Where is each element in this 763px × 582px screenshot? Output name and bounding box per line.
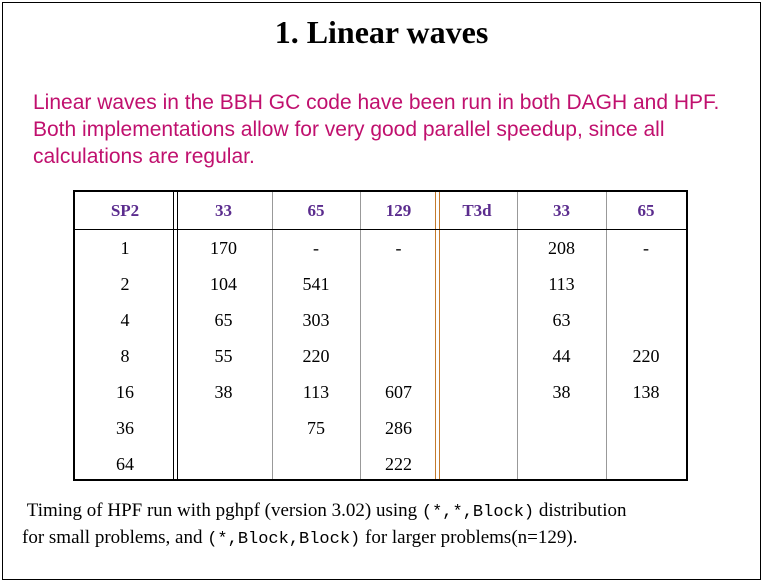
table-cell: 222 — [385, 454, 412, 474]
paragraph: Linear waves in the BBH GC code have bee… — [33, 89, 719, 170]
caption-code: (*,*,Block) — [421, 503, 535, 522]
table-cell: 303 — [302, 310, 330, 330]
paragraph-line: Linear waves in the BBH GC code have bee… — [33, 91, 720, 114]
table-cell: 8 — [120, 346, 130, 366]
table-cell: - — [395, 238, 402, 258]
table-cell: 38 — [552, 382, 571, 402]
header-cell: SP2 — [110, 201, 140, 220]
table-cell: 220 — [632, 346, 660, 366]
header-cell: 65 — [307, 201, 325, 220]
paragraph-line: Both implementations allow for very good… — [33, 118, 665, 141]
caption-code: (*,Block,Block) — [207, 530, 361, 549]
table-cell: 65 — [214, 310, 233, 330]
table-cell: 4 — [120, 310, 130, 330]
header-cell: 65 — [637, 201, 655, 220]
column-rule — [439, 192, 440, 479]
column-rule — [173, 192, 174, 479]
caption-text: for small problems, and — [22, 527, 203, 548]
column-rule — [177, 192, 178, 479]
table-cell: 170 — [210, 238, 237, 258]
table-cell: 64 — [116, 454, 134, 474]
paragraph-line: calculations are regular. — [33, 145, 255, 168]
table-cell: 16 — [116, 382, 134, 402]
table-cell: 113 — [302, 382, 330, 402]
table-cell: 36 — [116, 418, 134, 438]
column-rule — [435, 192, 436, 479]
table-cell: - — [643, 238, 649, 258]
table-cell: 44 — [552, 346, 571, 366]
table-cell: 104 — [210, 274, 237, 294]
table-cell: 1 — [120, 238, 130, 258]
table-cell: 38 — [214, 382, 233, 402]
header-cell: 33 — [215, 201, 232, 220]
table-cell: 2 — [120, 274, 130, 294]
column-rule — [360, 192, 361, 479]
caption-text: for larger problems(n=129). — [365, 527, 578, 548]
caption-text: distribution — [538, 500, 627, 521]
table-cell: 75 — [307, 418, 325, 438]
table-cell: 541 — [302, 274, 330, 294]
header-cell: T3d — [462, 201, 492, 220]
table-cell: 138 — [632, 382, 660, 402]
header-cell: 33 — [553, 201, 570, 220]
caption-text: Timing of HPF run with pghpf (version 3.… — [26, 500, 418, 521]
table-cell: 607 — [385, 382, 412, 402]
table-cell: 286 — [385, 418, 412, 438]
table-cell: 63 — [552, 310, 571, 330]
table-cell: 208 — [548, 238, 575, 258]
caption: Timing of HPF run with pghpf (version 3.… — [22, 498, 627, 552]
table-cell: - — [313, 238, 319, 258]
table-cell: 55 — [214, 346, 233, 366]
header-rule — [75, 229, 686, 230]
header-cell: 129 — [385, 201, 412, 220]
table-cell: 113 — [548, 274, 575, 294]
timing-table: SP2 33 65 129 T3d 33 65 1 170 - - 208 - 2 104 541 113 4 65… — [73, 190, 688, 481]
column-rule — [606, 192, 607, 479]
column-rule — [272, 192, 273, 479]
column-rule — [517, 192, 518, 479]
table-cell: 220 — [302, 346, 330, 366]
title: 1. Linear waves — [274, 14, 489, 50]
